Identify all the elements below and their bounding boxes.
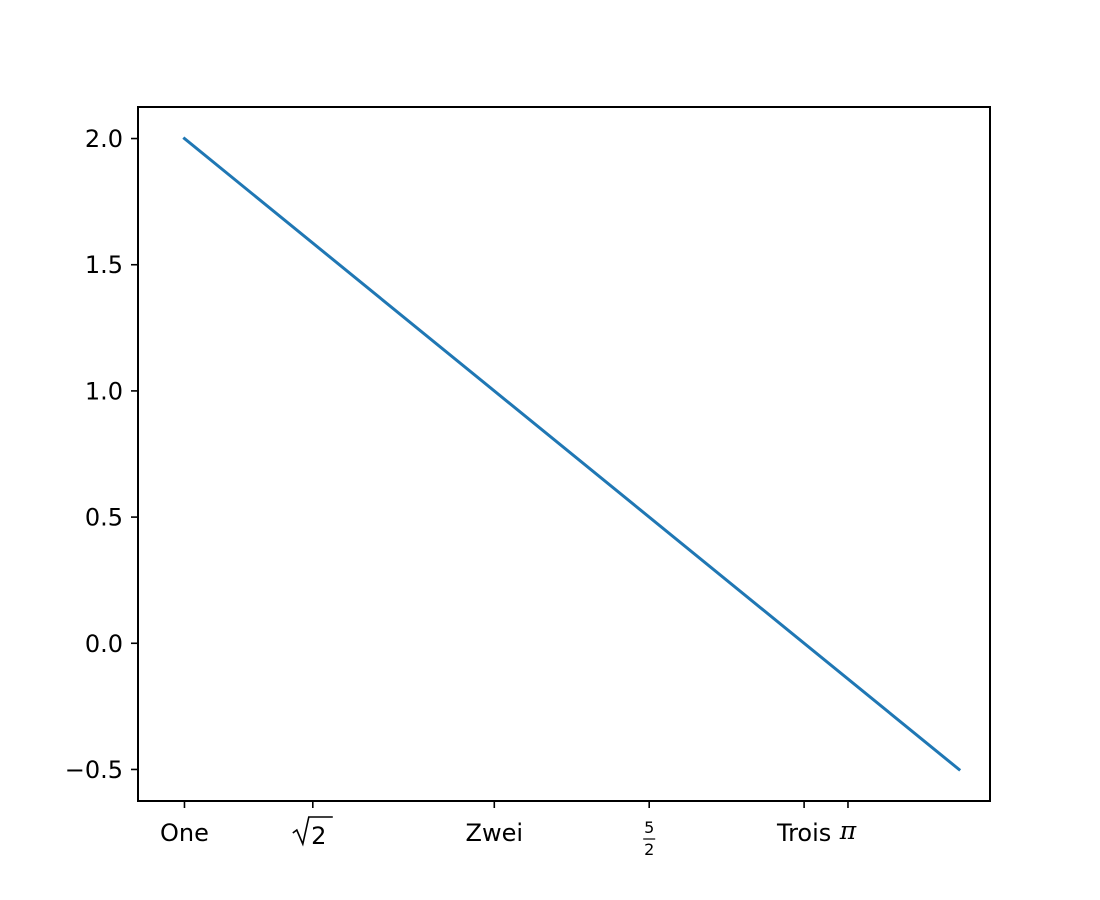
y-tick-label: 0.5 <box>85 504 123 532</box>
axes: 2.0 1.5 1.0 0.5 0.0 −0.5 One 2 Zwei 5 2 Trois π <box>65 125 962 859</box>
x-tick-label-radicand: 2 <box>311 822 326 850</box>
y-tick-label: 1.0 <box>85 377 123 405</box>
sqrt-radical-sign <box>292 816 333 847</box>
x-tick-label-denominator: 2 <box>644 840 654 859</box>
x-tick-label: Zwei <box>466 819 524 847</box>
axes-frame <box>137 106 991 802</box>
x-tick-label-numerator: 5 <box>644 818 654 837</box>
x-tick-label: π <box>839 816 857 845</box>
y-tick-label: 1.5 <box>85 251 123 279</box>
y-tick-label: −0.5 <box>65 756 123 784</box>
x-tick-label: One <box>160 819 209 847</box>
y-tick-label: 0.0 <box>85 630 123 658</box>
series-line-0 <box>182 136 962 772</box>
y-tick-label: 2.0 <box>85 125 123 153</box>
x-tick-label: Trois <box>776 819 831 847</box>
